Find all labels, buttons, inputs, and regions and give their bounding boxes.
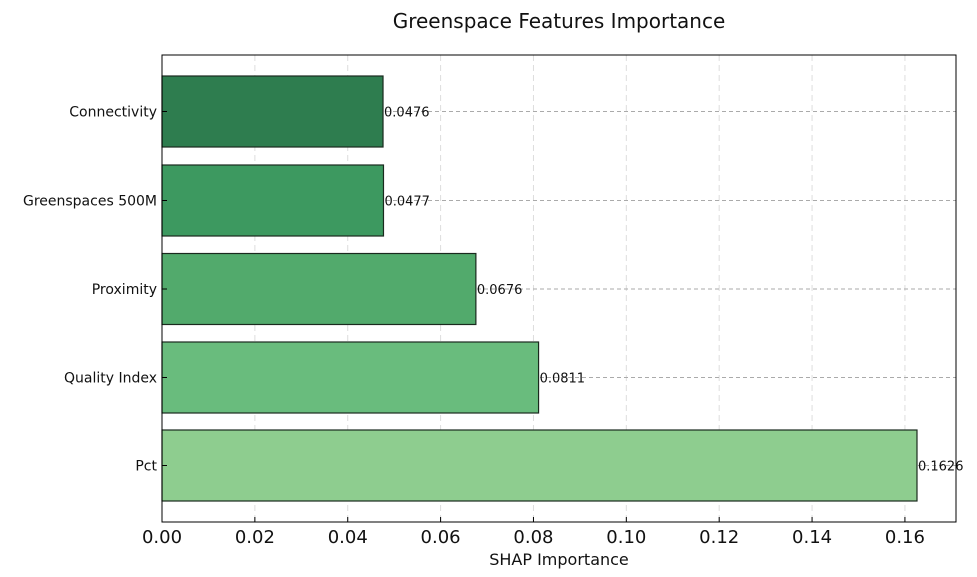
x-tick-label: 0.12 <box>699 527 739 548</box>
x-ticks-layer: 0.00 0.02 0.04 0.06 0.08 0.10 0.12 0.14 0.16 <box>142 517 925 548</box>
bar <box>161 341 540 414</box>
data-label: 0.0477 <box>384 195 430 210</box>
category-label: Quality Index <box>64 371 157 387</box>
x-tick-label: 0.02 <box>235 527 275 548</box>
chart-title: Greenspace Features Importance <box>393 9 726 33</box>
category-label: Connectivity <box>69 105 157 121</box>
data-label: 0.0476 <box>384 106 430 121</box>
x-tick-label: 0.16 <box>885 527 925 548</box>
category-label: Pct <box>135 459 157 475</box>
category-label: Proximity <box>92 282 157 298</box>
data-label: 0.1626 <box>918 460 964 475</box>
bar <box>161 75 384 148</box>
x-tick-label: 0.10 <box>606 527 646 548</box>
x-tick-label: 0.14 <box>792 527 832 548</box>
bar <box>161 164 385 237</box>
bars-layer <box>161 75 918 502</box>
x-tick-label: 0.04 <box>328 527 368 548</box>
data-label: 0.0676 <box>477 283 523 298</box>
x-tick-label: 0.06 <box>421 527 461 548</box>
category-label: Greenspaces 500M <box>23 194 157 210</box>
bar <box>161 252 477 326</box>
bar <box>161 429 918 502</box>
x-axis-label: SHAP Importance <box>489 550 629 569</box>
data-label: 0.0811 <box>540 372 586 387</box>
category-labels-layer: Connectivity Greenspaces 500M Proximity Qua… <box>23 105 167 475</box>
x-tick-label: 0.00 <box>142 527 182 548</box>
x-tick-label: 0.08 <box>513 527 553 548</box>
data-labels-layer: 0.0476 0.0477 0.0676 0.0811 0.1626 <box>384 106 963 475</box>
plot-frame <box>161 54 957 523</box>
